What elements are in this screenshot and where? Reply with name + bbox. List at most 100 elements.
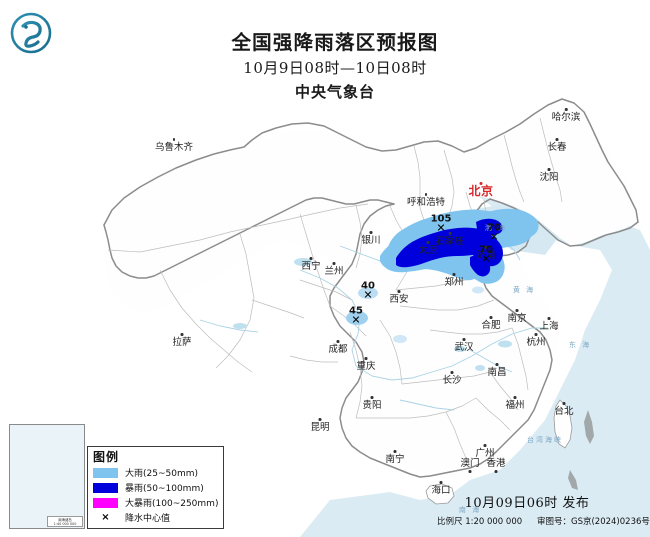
city-dot-icon: [494, 470, 498, 473]
city-label-city: 昆明: [310, 418, 330, 433]
city-name: 贵阳: [362, 399, 382, 411]
city-label-city: 太原: [418, 241, 438, 256]
precip-center-x-icon: ✕: [363, 288, 373, 302]
precip-center-marker: 45 ✕: [349, 306, 363, 327]
city-label-city: 南昌: [487, 363, 507, 378]
city-dot-icon: [172, 138, 176, 141]
city-dot-icon: [555, 138, 559, 141]
city-name: 重庆: [356, 360, 376, 372]
inset-scale-ratio: 1:40 000 000: [53, 522, 77, 526]
city-dot-icon: [448, 232, 452, 235]
legend-color-swatch: [93, 497, 118, 508]
precip-center-marker: 105 ✕: [430, 213, 452, 234]
city-label-city: 西宁: [301, 257, 321, 272]
city-dot-icon: [489, 316, 493, 319]
legend-item-label: 大雨(25~50mm): [125, 469, 199, 479]
city-name: 武汉: [454, 341, 474, 353]
city-dot-icon: [397, 290, 401, 293]
city-label-city: 乌鲁木齐: [155, 138, 193, 153]
city-name: 兰州: [324, 265, 344, 277]
page-title: 全国强降雨落区预报图: [231, 31, 439, 54]
south-china-sea-inset: 南海诸岛 1:40 000 000: [9, 424, 85, 529]
city-dot-icon: [180, 333, 184, 336]
city-label-city: 贵阳: [362, 396, 382, 411]
city-label-city: 武汉: [454, 338, 474, 353]
city-name: 沈阳: [539, 171, 559, 183]
city-dot-icon: [468, 470, 472, 473]
city-label-city: 郑州: [444, 273, 464, 288]
city-label-city: 澳门: [460, 458, 480, 473]
city-label-capital: 北京: [468, 182, 493, 197]
city-label-city: 兰州: [324, 262, 344, 277]
city-dot-icon: [562, 402, 566, 405]
city-dot-icon: [318, 418, 322, 421]
precip-center-value: 40: [361, 280, 375, 292]
city-dot-icon: [370, 396, 374, 399]
city-name: 郑州: [444, 276, 464, 288]
city-label-city: 长春: [547, 138, 567, 153]
city-dot-icon: [547, 317, 551, 320]
city-dot-icon: [479, 182, 483, 185]
city-name: 海口: [431, 484, 451, 496]
legend-x-icon: ×: [101, 511, 110, 523]
city-label-city: 香港: [486, 458, 506, 473]
city-label-city: 重庆: [356, 357, 376, 372]
city-label-city: 海口: [431, 481, 451, 496]
sea-label: 东 海: [568, 341, 592, 349]
sea-label: 渤 海: [484, 224, 508, 232]
city-dot-icon: [462, 338, 466, 341]
city-name: 长春: [547, 141, 567, 153]
city-label-city: 南京: [507, 309, 527, 324]
city-dot-icon: [309, 257, 313, 260]
precip-center-marker: 70 ✕: [487, 223, 501, 244]
title-block: 全国强降雨落区预报图 10月9日08时—10日08时 中央气象台: [185, 30, 485, 104]
city-dot-icon: [450, 371, 454, 374]
national-boundary: [103, 98, 639, 478]
inset-scale-title: 南海诸岛: [58, 518, 72, 522]
city-name: 长沙: [442, 374, 462, 386]
city-name: 广州: [475, 447, 495, 459]
city-name: 呼和浩特: [406, 196, 446, 208]
city-label-city: 成都: [328, 340, 348, 355]
issue-time: 10月09日06时 发布: [464, 496, 590, 511]
precip-center-marker: 40 ✕: [361, 280, 375, 302]
city-name: 银川: [361, 234, 381, 246]
city-dot-icon: [515, 309, 519, 312]
city-name: 西宁: [301, 260, 321, 272]
legend-item: 大雨(25~50mm): [93, 465, 218, 480]
legend-item: × 降水中心值: [93, 510, 218, 525]
city-name: 杭州: [526, 336, 546, 348]
forecast-period: 10月9日08时—10日08时: [243, 59, 427, 77]
city-name: 南昌: [487, 366, 507, 378]
legend-title: 图例: [93, 450, 120, 464]
legend-item: 大暴雨(100~250mm): [93, 495, 218, 510]
city-name: 哈尔滨: [551, 111, 581, 123]
city-label-city: 拉萨: [172, 333, 192, 348]
city-name: 拉萨: [172, 336, 192, 348]
city-dot-icon: [424, 193, 428, 196]
city-name: 福州: [505, 399, 525, 411]
city-name: 昆明: [310, 421, 330, 433]
city-dot-icon: [439, 481, 443, 484]
city-name: 成都: [328, 343, 348, 355]
city-dot-icon: [564, 108, 568, 111]
city-label-city: 沈阳: [539, 168, 559, 183]
legend-item-label: 降水中心值: [125, 514, 171, 524]
legend-item-label: 大暴雨(100~250mm): [125, 499, 219, 509]
precip-center-x-icon: ✕: [351, 313, 361, 327]
city-label-city: 石家庄: [436, 232, 464, 247]
precip-center-x-icon: ✕: [489, 230, 499, 244]
city-name: 乌鲁木齐: [154, 141, 194, 153]
city-dot-icon: [495, 363, 499, 366]
lakes: [233, 258, 512, 371]
sea-label: 黄 海: [512, 286, 536, 294]
precip-center-value: 105: [430, 213, 452, 225]
city-name: 上海: [539, 320, 559, 332]
city-dot-icon: [364, 357, 368, 360]
legend-box: 图例 大雨(25~50mm) 暴雨(50~100mm) 大暴雨(100~250mm)…: [87, 446, 224, 529]
city-label-city: 合肥: [481, 316, 501, 331]
city-name: 澳门: [460, 458, 480, 469]
city-label-city: 银川: [361, 231, 381, 246]
city-name: 西安: [389, 293, 409, 305]
